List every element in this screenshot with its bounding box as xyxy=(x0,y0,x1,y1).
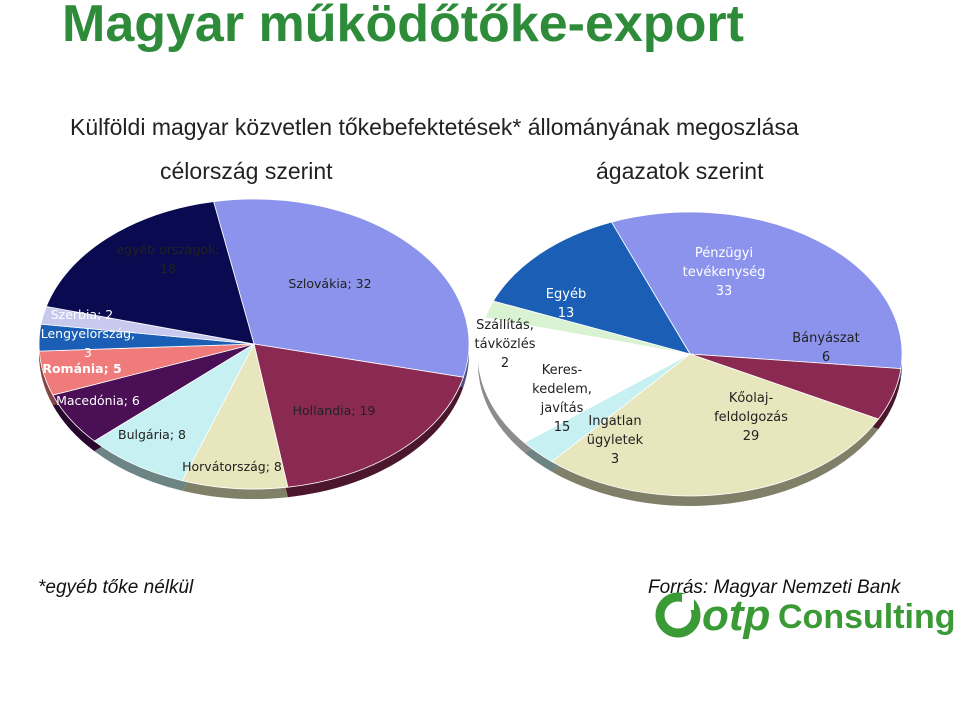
slice-label-egyeb: Egyéb 13 xyxy=(546,287,586,321)
slice-label-szallitas-tavkozles: Szállítás, távközlés 2 xyxy=(475,318,536,371)
slice-label-penzugyi-tevekenyseg: Pénzügyi tevékenység 33 xyxy=(683,246,766,299)
chart-subtitle: Külföldi magyar közvetlen tőkebefektetés… xyxy=(70,114,799,140)
logo-brand: otp xyxy=(702,591,770,640)
slice-label-hollandia: Hollandia; 19 xyxy=(293,403,376,418)
slice-label-kereskedelem-javitas: Keres-kedelem, javítás 15 xyxy=(532,363,592,435)
slice-label-koolaj-feldolgozas: Kőolaj-feldolgozás 29 xyxy=(714,391,788,444)
slice-horvatorszag xyxy=(181,342,289,490)
right-chart-title: ágazatok szerint xyxy=(596,158,764,184)
slice-label-szerbia: Szerbia; 2 xyxy=(51,307,114,322)
otp-ring-icon xyxy=(655,592,701,638)
slice-egyeb-orszagok xyxy=(45,201,255,345)
otp-consulting-logo: otp Consulting xyxy=(655,591,956,640)
country-pie: Szlovákia; 32 Hollandia; 19 Horvátország; … xyxy=(38,198,470,499)
logo-word: Consulting xyxy=(778,598,956,636)
slice-label-ingatlan-ugyletek: Ingatlan ügyletek 3 xyxy=(587,414,644,467)
sector-pie: Pénzügyi tevékenység 33 Bányászat 6Kőolaj-fe… xyxy=(475,211,903,506)
left-chart-title: célország szerint xyxy=(160,158,333,184)
slice-penzugyi-tevekenyseg xyxy=(610,211,903,370)
slice-hollandia xyxy=(253,343,464,488)
slice-bulgaria xyxy=(93,342,256,482)
slice-label-bulgaria: Bulgária; 8 xyxy=(118,427,186,442)
slice-label-horvatorszag: Horvátország; 8 xyxy=(182,459,282,474)
slice-label-macedonia: Macedónia; 6 xyxy=(56,393,140,408)
slice-kereskedelem-javitas xyxy=(477,317,692,444)
slice-label-banyaszat: Bányászat 6 xyxy=(792,331,859,365)
slice-label-lengyelorszag: Lengyelország; 3 xyxy=(41,326,136,360)
pie-charts: Szlovákia; 32 Hollandia; 19 Horvátország; … xyxy=(38,198,903,506)
slice-koolaj-feldolgozas xyxy=(551,353,880,497)
page-title: Magyar működőtőke-export xyxy=(62,0,744,53)
slice-egyeb xyxy=(492,221,691,355)
slice-label-szlovakia: Szlovákia; 32 xyxy=(288,276,371,291)
slice-label-romania: Románia; 5 xyxy=(42,361,121,376)
slice-label-egyeb-orszagok: egyéb országok; 18 xyxy=(116,242,219,276)
source-note: Forrás: Magyar Nemzeti Bank xyxy=(648,577,901,598)
footnote: *egyéb tőke nélkül xyxy=(38,577,194,598)
slice-szlovakia xyxy=(213,198,470,378)
